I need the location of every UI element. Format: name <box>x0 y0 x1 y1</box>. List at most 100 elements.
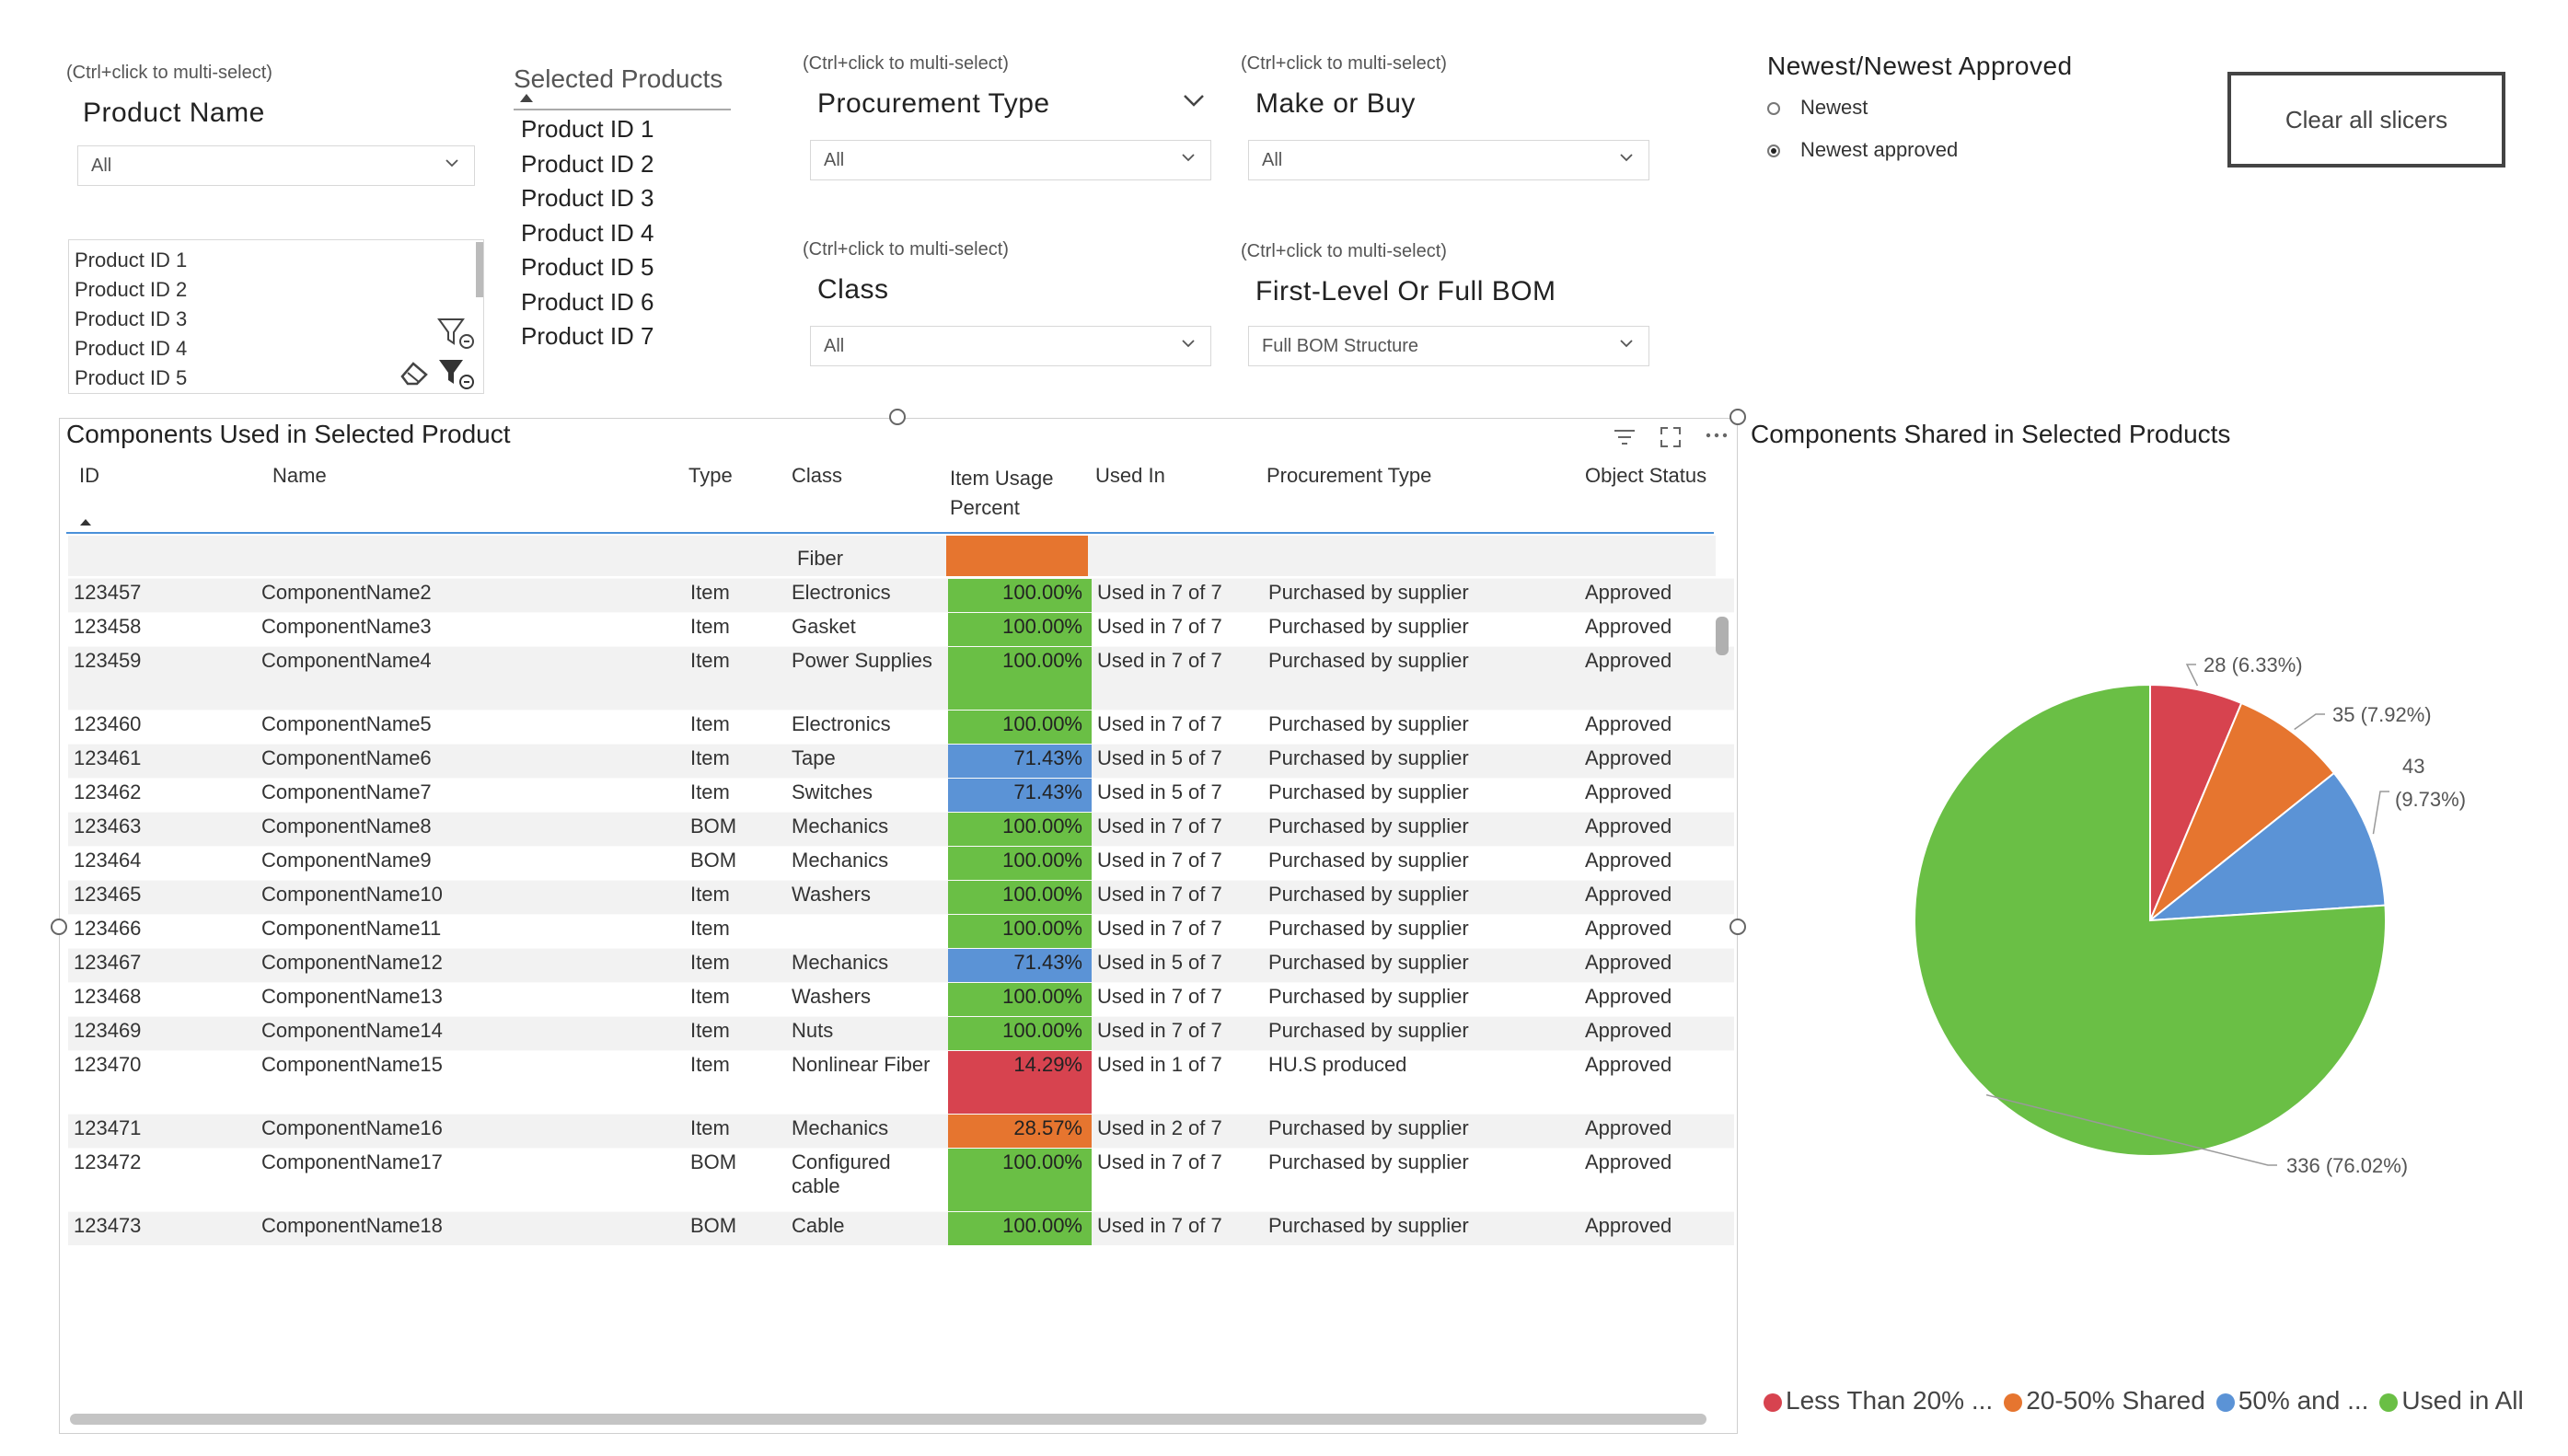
chevron-down-icon[interactable] <box>1182 90 1206 110</box>
more-options-icon[interactable] <box>1705 431 1729 440</box>
col-header-id[interactable]: ID <box>79 464 99 487</box>
cell-procurement-type: Purchased by supplier <box>1263 646 1579 711</box>
product-name-dropdown[interactable]: All <box>77 145 475 186</box>
cell-class: Mechanics <box>786 948 948 983</box>
table-row[interactable]: 123470 ComponentName15 Item Nonlinear Fiber… <box>68 1050 1734 1115</box>
product-list-scrollbar[interactable] <box>476 242 483 297</box>
product-list-box[interactable]: Product ID 1 Product ID 2 Product ID 3 Prod… <box>68 239 484 394</box>
col-header-class[interactable]: Class <box>792 464 843 487</box>
table-row[interactable]: 123459 ComponentName4 Item Power Supplies 10… <box>68 646 1734 711</box>
cell-id: 123462 <box>68 778 256 813</box>
cell-type: Item <box>685 880 786 915</box>
eraser-icon[interactable] <box>399 358 432 387</box>
filter-clear-icon[interactable] <box>437 316 474 349</box>
cell-type: BOM <box>685 1148 786 1212</box>
table-row[interactable]: 123472 ComponentName17 BOM Configured cable… <box>68 1148 1734 1212</box>
class-title: Class <box>817 274 889 305</box>
table-row[interactable]: 123461 ComponentName6 Item Tape 71.43% Used i… <box>68 744 1734 779</box>
clear-all-slicers-button[interactable]: Clear all slicers <box>2227 72 2505 168</box>
resize-handle[interactable] <box>51 919 67 935</box>
col-header-status[interactable]: Object Status <box>1585 464 1707 487</box>
table-horizontal-scrollbar[interactable] <box>70 1414 1706 1425</box>
cell-class: Configured cable <box>786 1148 948 1212</box>
col-header-procurement[interactable]: Procurement Type <box>1267 464 1432 487</box>
table-row[interactable]: 123464 ComponentName9 BOM Mechanics 100.00% U… <box>68 846 1734 881</box>
cell-id: 123472 <box>68 1148 256 1212</box>
radio-newest-approved[interactable]: Newest approved <box>1767 138 1958 162</box>
filter-lines-icon[interactable] <box>1613 427 1637 447</box>
table-row[interactable]: 123458 ComponentName3 Item Gasket 100.00% Use… <box>68 612 1734 647</box>
procurement-type-dropdown[interactable]: All <box>810 140 1211 180</box>
pie-slice[interactable] <box>2149 701 2336 921</box>
col-header-usage[interactable]: Item Usage Percent <box>950 464 1054 523</box>
cell-name: ComponentName9 <box>256 846 685 881</box>
cell-id: 123464 <box>68 846 256 881</box>
cell-id: 123468 <box>68 982 256 1017</box>
pie-slice[interactable] <box>2146 771 2387 922</box>
selected-products-divider <box>514 109 731 110</box>
product-name-dropdown-value: All <box>91 156 112 176</box>
selected-product-item: Product ID 2 <box>521 149 654 178</box>
cell-used-in: Used in 7 of 7 <box>1092 612 1263 647</box>
class-dropdown[interactable]: All <box>810 326 1211 366</box>
cell-id: 123461 <box>68 744 256 779</box>
col-header-name[interactable]: Name <box>272 464 327 487</box>
cell-used-in: Used in 7 of 7 <box>1092 1148 1263 1212</box>
legend-item[interactable]: 20-50% Shared <box>2004 1386 2205 1415</box>
table-row[interactable]: 123473 ComponentName18 BOM Cable 100.00% Used… <box>68 1211 1734 1245</box>
cell-status: Approved <box>1579 778 1734 813</box>
bom-level-value: Full BOM Structure <box>1262 336 1419 356</box>
sort-up-icon[interactable] <box>519 92 534 103</box>
table-row[interactable]: 123467 ComponentName12 Item Mechanics 71.43%… <box>68 948 1734 983</box>
table-row[interactable]: 123469 ComponentName14 Item Nuts 100.00% Used… <box>68 1016 1734 1051</box>
selected-product-item: Product ID 5 <box>521 253 654 281</box>
cell-procurement-type: Purchased by supplier <box>1263 812 1579 847</box>
components-table: 123457 ComponentName2 Item Electronics 100.0… <box>68 578 1734 1245</box>
legend-item[interactable]: 50% and ... <box>2215 1386 2368 1415</box>
cell-class: Nuts <box>786 1016 948 1051</box>
chevron-down-icon <box>1620 340 1633 348</box>
bom-level-title: First-Level Or Full BOM <box>1255 276 1556 306</box>
resize-handle[interactable] <box>1729 409 1746 425</box>
pie-slice[interactable] <box>1914 683 2387 1157</box>
focus-mode-icon[interactable] <box>1659 425 1683 449</box>
radio-newest-approved-circle[interactable] <box>1767 144 1780 158</box>
cell-status: Approved <box>1579 578 1734 613</box>
col-header-used-in[interactable]: Used In <box>1095 464 1165 487</box>
product-list-item[interactable]: Product ID 2 <box>75 278 188 301</box>
filter-icon[interactable] <box>437 356 474 389</box>
product-list-item[interactable]: Product ID 5 <box>75 366 188 389</box>
cell-used-in: Used in 5 of 7 <box>1092 744 1263 779</box>
table-row[interactable]: 123465 ComponentName10 Item Washers 100.00% U… <box>68 880 1734 915</box>
legend-item[interactable]: Used in All <box>2379 1386 2524 1415</box>
radio-newest-circle[interactable] <box>1767 102 1780 116</box>
table-row-partial[interactable] <box>68 536 1716 576</box>
table-row[interactable]: 123466 ComponentName11 Item 100.00% Used in … <box>68 914 1734 949</box>
cell-class: Electronics <box>786 578 948 613</box>
radio-newest[interactable]: Newest <box>1767 96 1868 120</box>
cell-usage-percent: 100.00% <box>948 1148 1092 1212</box>
bom-level-dropdown[interactable]: Full BOM Structure <box>1248 326 1649 366</box>
cell-id: 123458 <box>68 612 256 647</box>
legend-item[interactable]: Less Than 20% ... <box>1764 1386 1993 1415</box>
newest-title: Newest/Newest Approved <box>1767 52 2073 80</box>
table-row[interactable]: 123457 ComponentName2 Item Electronics 100.0… <box>68 578 1734 613</box>
table-row[interactable]: 123463 ComponentName8 BOM Mechanics 100.00% U… <box>68 812 1734 847</box>
cell-status: Approved <box>1579 1114 1734 1149</box>
table-row[interactable]: 123471 ComponentName16 Item Mechanics 28.57%… <box>68 1114 1734 1149</box>
resize-handle[interactable] <box>889 409 906 425</box>
table-row[interactable]: 123468 ComponentName13 Item Washers 100.00% U… <box>68 982 1734 1017</box>
product-list-item[interactable]: Product ID 3 <box>75 307 188 330</box>
cell-class: Washers <box>786 982 948 1017</box>
cell-class: Washers <box>786 880 948 915</box>
table-row[interactable]: 123462 ComponentName7 Item Switches 71.43% Us… <box>68 778 1734 813</box>
cell-name: ComponentName14 <box>256 1016 685 1051</box>
cell-usage-percent: 28.57% <box>948 1114 1092 1149</box>
cell-used-in: Used in 2 of 7 <box>1092 1114 1263 1149</box>
col-header-type[interactable]: Type <box>688 464 733 487</box>
product-list-item[interactable]: Product ID 4 <box>75 337 188 360</box>
make-or-buy-dropdown[interactable]: All <box>1248 140 1649 180</box>
table-vertical-scrollbar[interactable] <box>1716 617 1729 655</box>
product-list-item[interactable]: Product ID 1 <box>75 248 188 272</box>
table-row[interactable]: 123460 ComponentName5 Item Electronics 100.0… <box>68 710 1734 745</box>
